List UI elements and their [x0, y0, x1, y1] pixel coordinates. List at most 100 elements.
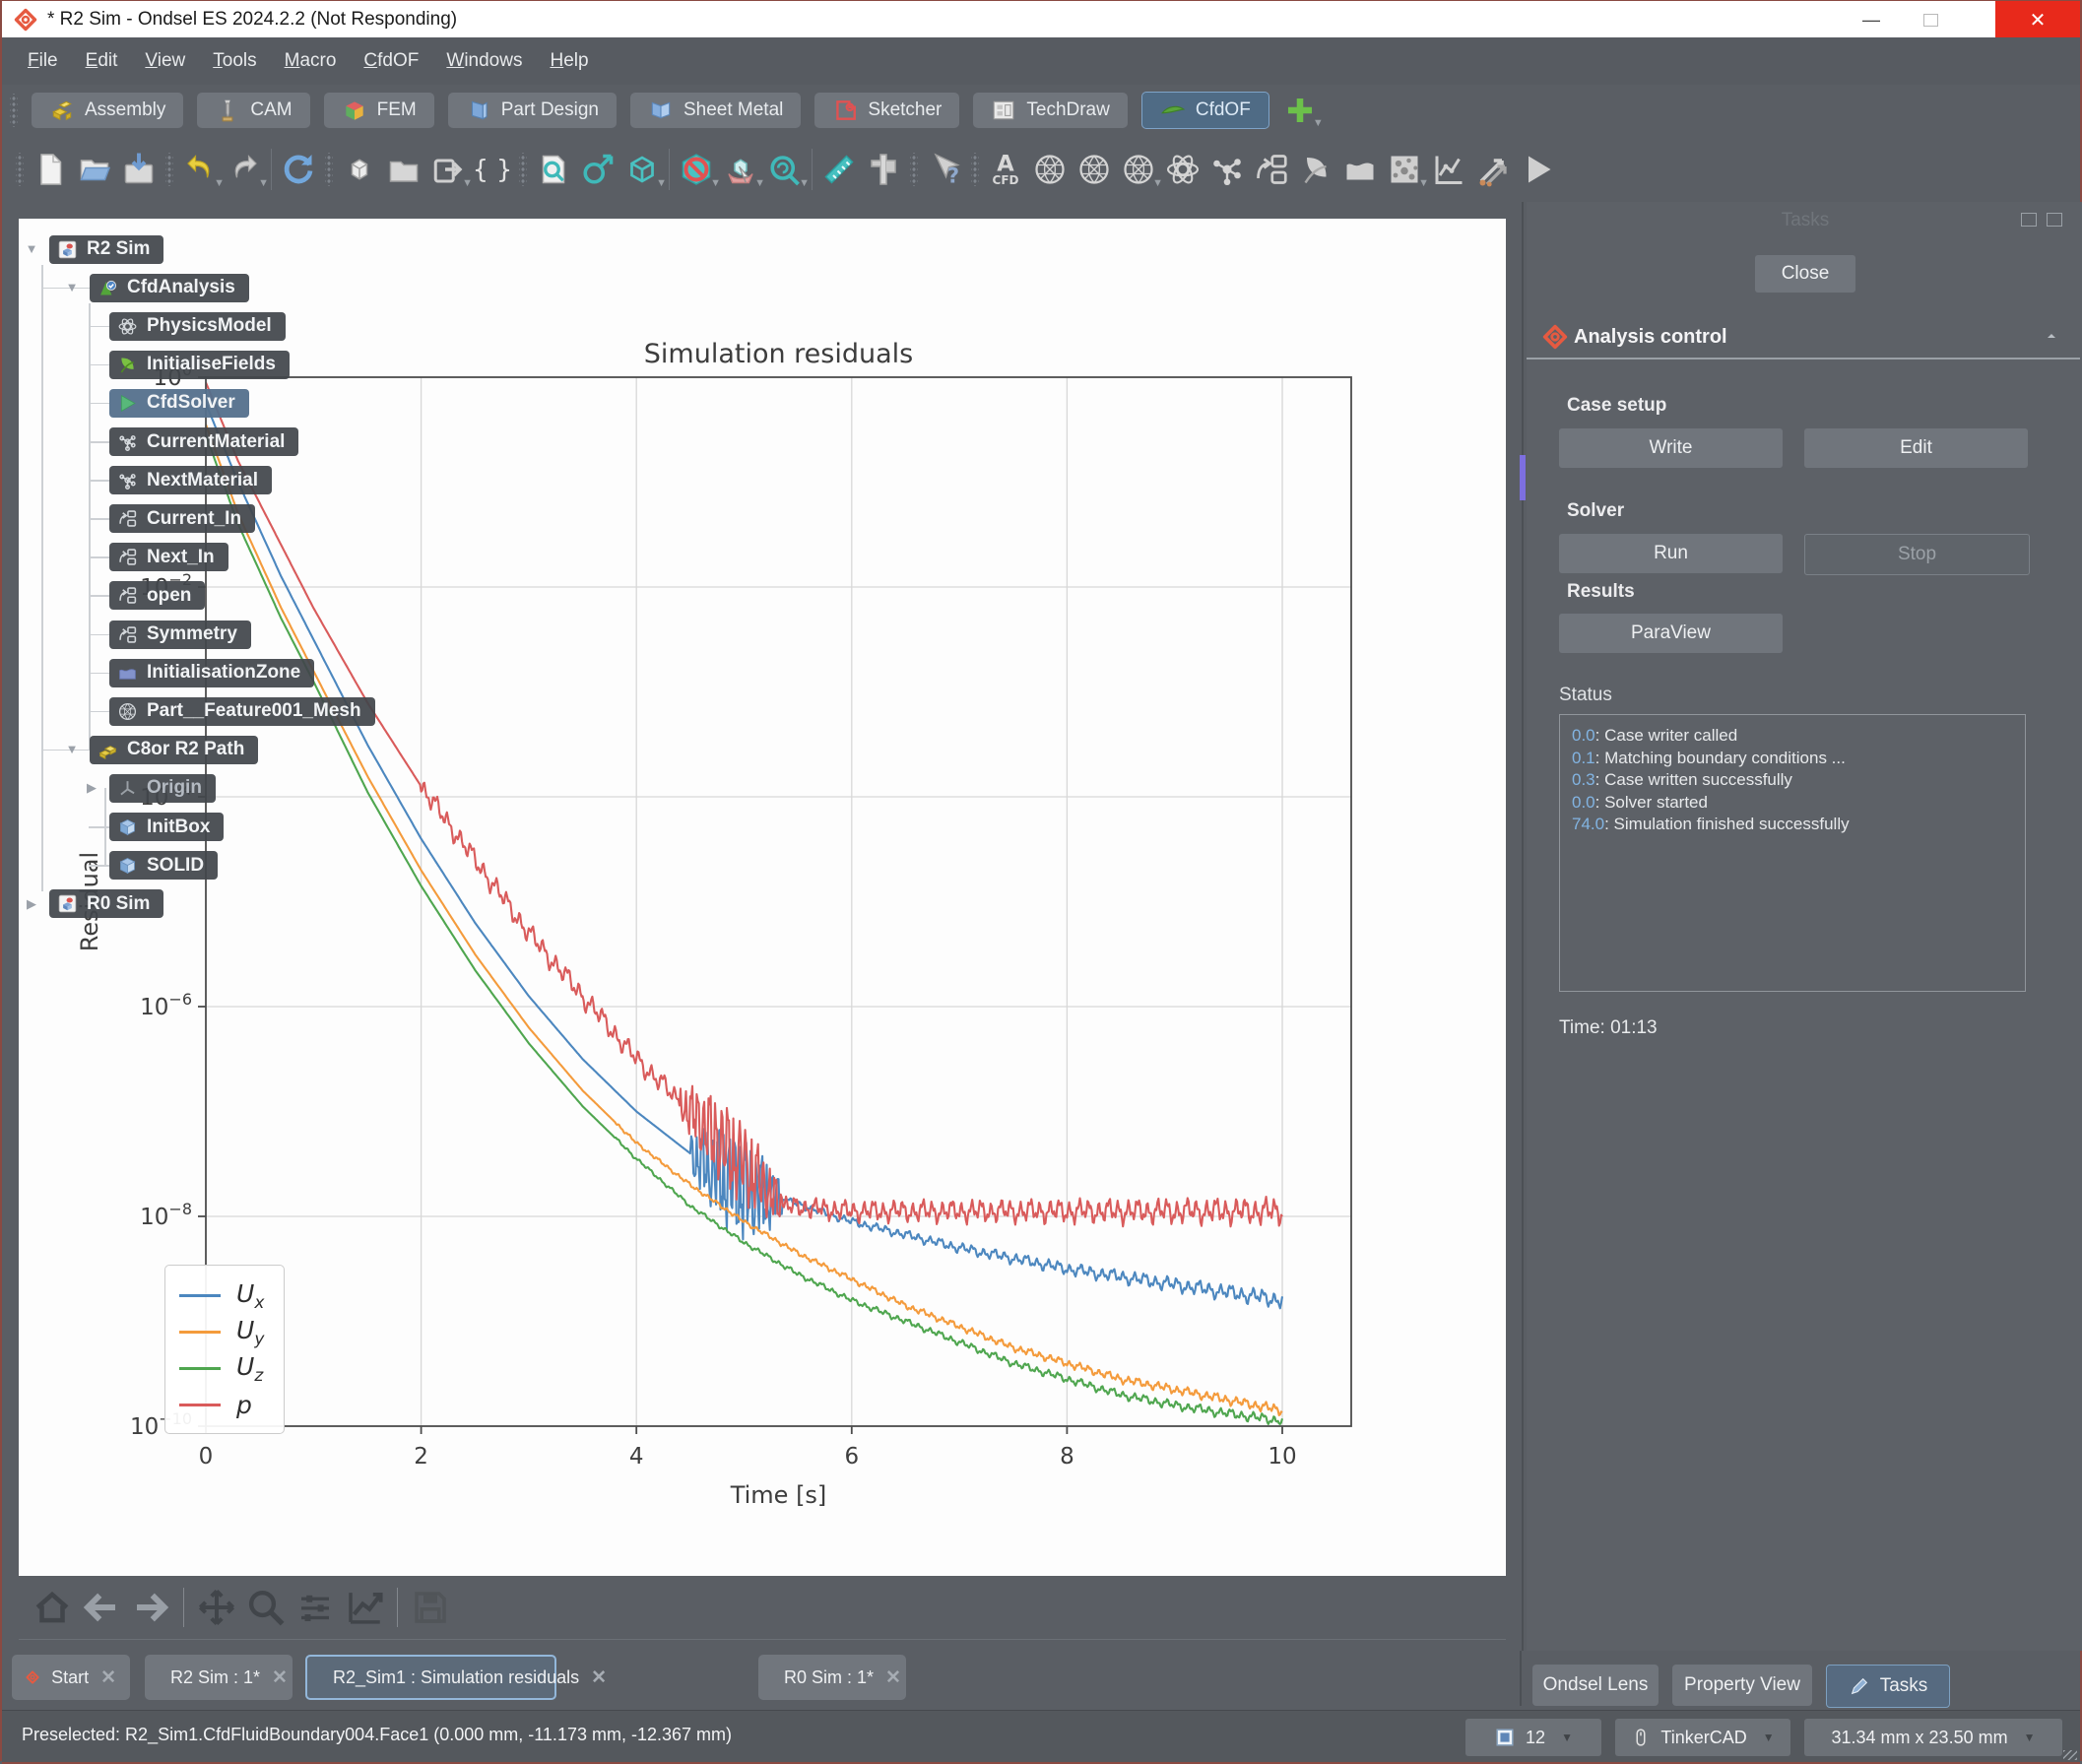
mesh-ball-button[interactable]: ▼	[1121, 152, 1156, 187]
tree-item-origin[interactable]: Origin	[109, 774, 216, 803]
molecule-button[interactable]	[1209, 152, 1245, 187]
tree-item-initbox[interactable]: InitBox	[109, 813, 224, 841]
atom-mesh-button[interactable]	[1165, 152, 1201, 187]
panel-splitter[interactable]	[1522, 202, 1524, 1651]
mesh-ball-button[interactable]	[1076, 152, 1112, 187]
folder-button[interactable]	[386, 152, 422, 187]
workbench-sketcher[interactable]: Sketcher	[814, 93, 959, 128]
save-button[interactable]	[121, 152, 157, 187]
paraview-button[interactable]: ParaView	[1559, 614, 1783, 653]
home-button[interactable]	[32, 1587, 73, 1628]
dock-button-tasks[interactable]: Tasks	[1826, 1665, 1950, 1708]
3d-viewport[interactable]: 024681010010−210−410−610−810−10Simulatio…	[19, 219, 1506, 1576]
menu-item-edit[interactable]: Edit	[74, 44, 130, 78]
tree-item-r0-sim[interactable]: R0 Sim	[49, 889, 163, 918]
menu-item-file[interactable]: File	[16, 44, 70, 78]
tree-item-cfdanalysis[interactable]: CfdAnalysis	[90, 274, 249, 302]
workbench-fem[interactable]: FEM	[324, 93, 434, 128]
toolbar-drag-handle[interactable]	[519, 153, 527, 186]
axonometric-cube-button[interactable]: ▼	[624, 152, 660, 187]
run-button[interactable]: Run	[1559, 534, 1783, 573]
manipulate-hand-button[interactable]: ▼	[723, 152, 758, 187]
open-file-button[interactable]	[77, 152, 112, 187]
magnifier-button[interactable]	[245, 1587, 287, 1628]
dynamic-arrows-button[interactable]	[1475, 152, 1511, 187]
workbench-assembly[interactable]: Assembly	[32, 93, 183, 128]
tree-item-r2-sim[interactable]: R2 Sim	[49, 235, 163, 264]
tab-close-icon[interactable]: ✕	[100, 1666, 116, 1689]
caliper-button[interactable]	[866, 152, 901, 187]
float-icon[interactable]	[2047, 213, 2062, 227]
tree-item-part-feature001-mesh[interactable]: Part__Feature001_Mesh	[109, 697, 375, 726]
measure-ruler-button[interactable]	[821, 152, 857, 187]
tree-item-physicsmodel[interactable]: PhysicsModel	[109, 312, 286, 341]
collapse-caret-icon[interactable]	[2045, 330, 2058, 342]
resize-grip[interactable]	[2063, 1750, 2077, 1760]
tree-item-current-in[interactable]: Current_In	[109, 504, 255, 533]
tree-item-initialisefields[interactable]: InitialiseFields	[109, 351, 290, 379]
tree-item-currentmaterial[interactable]: CurrentMaterial	[109, 427, 298, 456]
redo-button[interactable]: ▼	[227, 152, 262, 187]
tab-r2-sim-1-[interactable]: R2 Sim : 1*✕	[145, 1655, 293, 1700]
tree-item-cfdsolver[interactable]: CfdSolver	[109, 389, 249, 418]
tab-close-icon[interactable]: ✕	[885, 1666, 901, 1689]
menu-item-view[interactable]: View	[133, 44, 197, 78]
tree-item-nextmaterial[interactable]: NextMaterial	[109, 466, 272, 494]
tree-item-c8or-r2-path[interactable]: C8or R2 Path	[90, 736, 258, 764]
whatsthis-cursor-button[interactable]: ?	[927, 152, 962, 187]
toolbar-drag-handle[interactable]	[910, 153, 918, 186]
clipping-plane-button[interactable]: ▼	[679, 152, 714, 187]
tree-expander-expanded[interactable]: ▼	[24, 241, 39, 257]
menu-item-macro[interactable]: Macro	[273, 44, 349, 78]
close-button[interactable]: ✕	[1995, 1, 2080, 38]
cfd-analysis-text-button[interactable]: ACFD	[988, 152, 1023, 187]
close-task-button[interactable]: Close	[1755, 255, 1855, 293]
tree-expander-collapsed[interactable]: ▶	[84, 780, 99, 796]
chart-line-button[interactable]	[344, 1587, 385, 1628]
zoom-arrow-button[interactable]	[580, 152, 616, 187]
undo-button[interactable]: ▼	[182, 152, 218, 187]
new-file-button[interactable]	[33, 152, 68, 187]
toolbar-drag-handle[interactable]	[10, 94, 18, 127]
dimensions-dropdown[interactable]: 31.34 mm x 23.50 mm ▼	[1804, 1719, 2062, 1756]
zoom-level-dropdown[interactable]: 12 ▼	[1465, 1719, 1601, 1756]
toolbar-drag-handle[interactable]	[16, 153, 24, 186]
solver-status-log[interactable]: 0.0: Case writer called0.1: Matching bou…	[1559, 714, 2026, 992]
tab-r0-sim-1-[interactable]: R0 Sim : 1*✕	[758, 1655, 906, 1700]
zoom-document-button[interactable]	[536, 152, 571, 187]
workbench-cfdof[interactable]: CfdOF	[1141, 92, 1269, 129]
zone-wave-button[interactable]	[1342, 152, 1378, 187]
pan-arrows-button[interactable]	[196, 1587, 237, 1628]
leaf-button[interactable]	[1298, 152, 1334, 187]
tab-start[interactable]: Start✕	[12, 1655, 130, 1700]
mesh-region-button[interactable]: ▼	[1387, 152, 1422, 187]
menu-item-help[interactable]: Help	[538, 44, 600, 78]
floppy-save-button[interactable]	[410, 1587, 451, 1628]
dock-button-ondsel-lens[interactable]: Ondsel Lens	[1532, 1665, 1659, 1706]
zoom-refresh-button[interactable]: ▼	[767, 152, 803, 187]
arrow-right-button[interactable]	[130, 1587, 171, 1628]
analysis-control-header[interactable]: Analysis control	[1527, 324, 2082, 354]
residual-plot-button[interactable]	[1431, 152, 1466, 187]
tree-item-open[interactable]: open	[109, 581, 205, 610]
menu-item-windows[interactable]: Windows	[434, 44, 534, 78]
export-button[interactable]: ▼	[430, 152, 466, 187]
boundary-button[interactable]	[1254, 152, 1289, 187]
tab-r2-sim1-simulation-residuals[interactable]: R2_Sim1 : Simulation residuals✕	[305, 1655, 556, 1700]
menu-item-cfdof[interactable]: CfdOF	[352, 44, 430, 78]
arrow-left-button[interactable]	[81, 1587, 122, 1628]
dock-button-property-view[interactable]: Property View	[1672, 1665, 1812, 1706]
navigation-style-dropdown[interactable]: TinkerCAD ▼	[1615, 1719, 1790, 1756]
workbench-cam[interactable]: CAM	[197, 93, 309, 128]
edit-button[interactable]: Edit	[1804, 428, 2028, 468]
workbench-techdraw[interactable]: TechDraw	[973, 93, 1127, 128]
tab-close-icon[interactable]: ✕	[591, 1666, 607, 1689]
workbench-part-design[interactable]: Part Design	[448, 93, 617, 128]
minimize-button[interactable]: —	[1842, 1, 1901, 38]
workbench-sheet-metal[interactable]: Sheet Metal	[630, 93, 801, 128]
tree-item-next-in[interactable]: Next_In	[109, 543, 228, 571]
run-solver-play-button[interactable]	[1520, 152, 1555, 187]
sliders-button[interactable]	[294, 1587, 336, 1628]
macro-braces-button[interactable]: { }	[475, 152, 510, 187]
tree-expander-expanded[interactable]: ▼	[64, 280, 80, 295]
